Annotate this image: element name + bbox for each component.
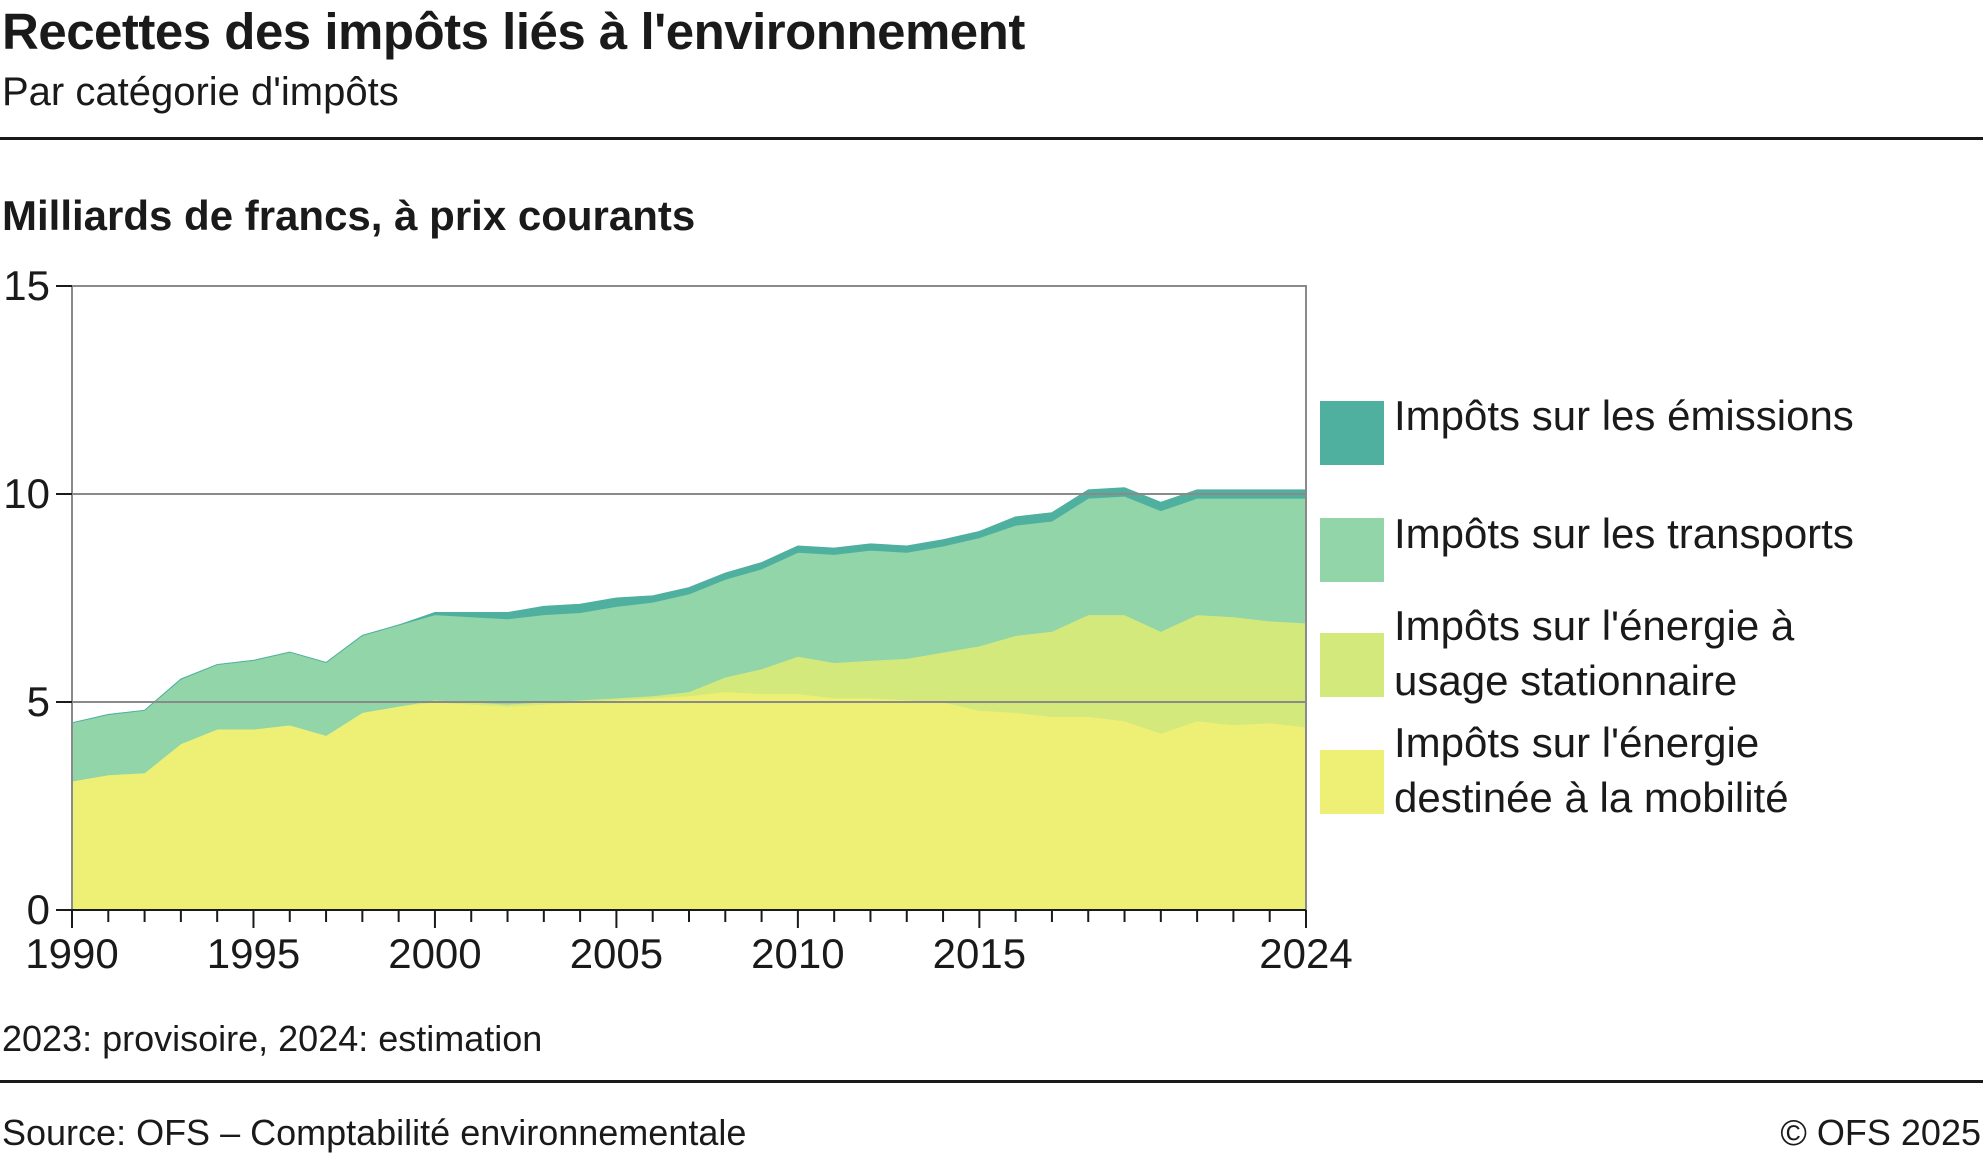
chart-subtitle: Par catégorie d'impôts — [2, 70, 399, 114]
legend-swatch-0 — [1320, 401, 1384, 465]
x-tick-label-2024: 2024 — [1259, 930, 1352, 977]
legend-swatch-1 — [1320, 518, 1384, 582]
stacked-area-chart: 0 5 10 15 1990 1995 2000 2005 2010 2015 2024 Impô… — [3, 262, 1854, 977]
copyright-text: © OFS 2025 — [1780, 1112, 1981, 1153]
y-tick-label-0: 0 — [27, 886, 50, 933]
footnote: 2023: provisoire, 2024: estimation — [2, 1018, 543, 1059]
x-tick-label-1990: 1990 — [25, 930, 118, 977]
y-tick-label-15: 15 — [3, 262, 50, 309]
legend-label-3: Impôts sur l'énergie destinée à la mobili… — [1394, 719, 1789, 821]
gridlines — [72, 493, 1306, 703]
legend-label-0: Impôts sur les émissions — [1394, 392, 1854, 439]
y-axis-ticks: 0 5 10 15 — [3, 262, 72, 933]
y-tick-label-10: 10 — [3, 470, 50, 517]
legend-label-2: Impôts sur l'énergie à usage stationnaire — [1394, 602, 1795, 704]
x-tick-label-2015: 2015 — [933, 930, 1026, 977]
legend: Impôts sur les émissions Impôts sur les t… — [1320, 392, 1854, 821]
x-tick-label-1995: 1995 — [207, 930, 300, 977]
top-divider — [0, 137, 1983, 140]
x-tick-label-2005: 2005 — [570, 930, 663, 977]
source-text: Source: OFS – Comptabilité environnement… — [2, 1112, 747, 1153]
x-tick-label-2010: 2010 — [751, 930, 844, 977]
x-tick-label-2000: 2000 — [388, 930, 481, 977]
area-layers — [71, 487, 1307, 911]
y-tick-label-5: 5 — [27, 678, 50, 725]
legend-swatch-2 — [1320, 633, 1384, 697]
legend-swatch-3 — [1320, 750, 1384, 814]
y-axis-unit-label: Milliards de francs, à prix courants — [2, 192, 696, 239]
bottom-divider — [0, 1080, 1983, 1083]
legend-label-1: Impôts sur les transports — [1394, 510, 1854, 557]
chart-title: Recettes des impôts liés à l'environneme… — [2, 3, 1025, 60]
x-axis-ticks: 1990 1995 2000 2005 2010 2015 2024 — [25, 909, 1353, 977]
